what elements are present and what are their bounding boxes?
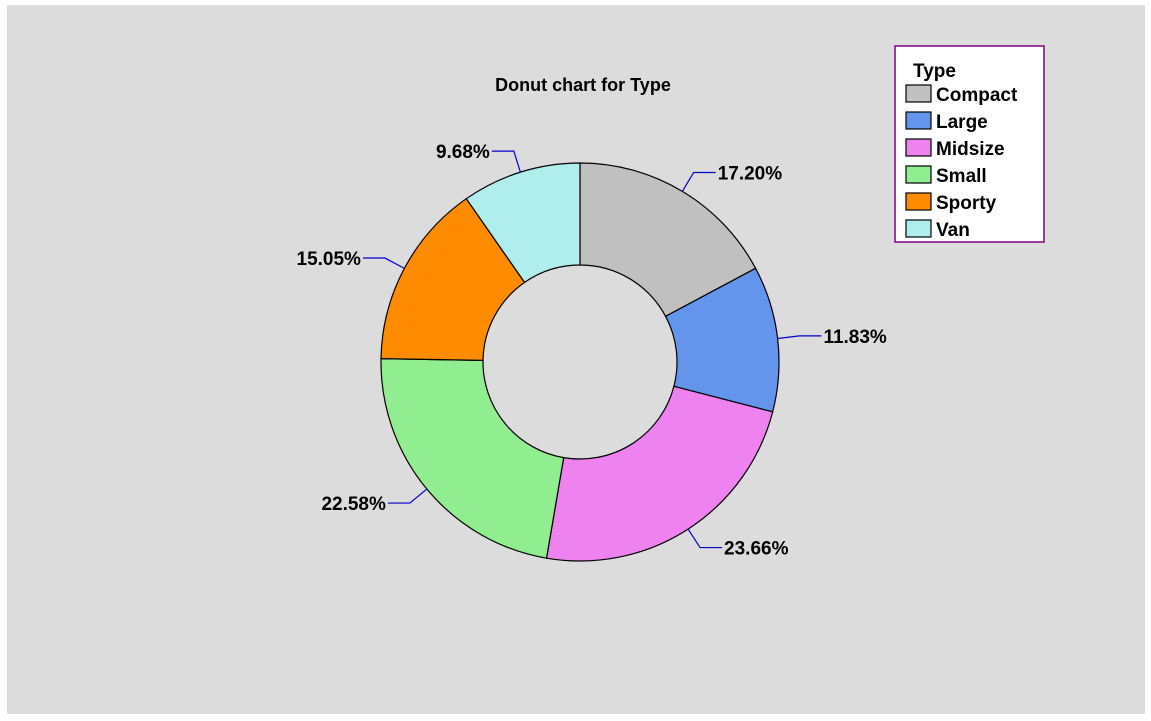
leader-line-van	[491, 150, 521, 173]
percentage-labels: 17.20% 11.83% 23.66% 22.58% 15.05% 9.68%	[297, 142, 887, 559]
leader-lines	[362, 150, 822, 549]
legend-title: Type	[913, 61, 956, 82]
data-label-small: 22.58%	[321, 494, 386, 515]
leader-line-large	[777, 335, 822, 340]
data-label-van: 9.68%	[436, 142, 490, 163]
leader-line-small	[387, 488, 428, 504]
legend-swatch-midsize	[905, 138, 932, 157]
slice-van	[465, 162, 581, 284]
data-label-midsize: 23.66%	[724, 539, 789, 560]
legend-swatch-van	[905, 219, 932, 238]
legend-swatch-sporty	[905, 192, 932, 211]
legend-swatch-compact	[905, 84, 932, 103]
legend-label-midsize: Midsize	[936, 139, 1005, 160]
legend-swatch-small	[905, 165, 932, 184]
leader-line-compact	[681, 171, 716, 192]
chart-title: Donut chart for Type	[495, 75, 671, 95]
data-label-sporty: 15.05%	[297, 249, 362, 270]
slice-midsize	[545, 385, 774, 562]
legend-swatch-large	[905, 111, 932, 130]
legend-items: Compact Large Midsize Small Sporty Van	[905, 84, 1018, 241]
legend-label-large: Large	[936, 112, 988, 133]
legend-label-compact: Compact	[936, 85, 1018, 106]
legend-label-sporty: Sporty	[936, 193, 997, 214]
legend: Type Compact Large Midsize Small Sporty Van	[894, 45, 1045, 243]
data-label-large: 11.83%	[823, 327, 886, 348]
leader-line-sporty	[362, 257, 405, 269]
leader-line-midsize	[687, 528, 723, 549]
legend-label-van: Van	[936, 220, 970, 241]
slice-sporty	[380, 197, 526, 361]
data-label-compact: 17.20%	[718, 163, 783, 184]
slice-small	[380, 358, 565, 559]
donut-slices	[380, 162, 780, 562]
legend-label-small: Small	[936, 166, 987, 187]
slice-compact	[579, 162, 757, 318]
